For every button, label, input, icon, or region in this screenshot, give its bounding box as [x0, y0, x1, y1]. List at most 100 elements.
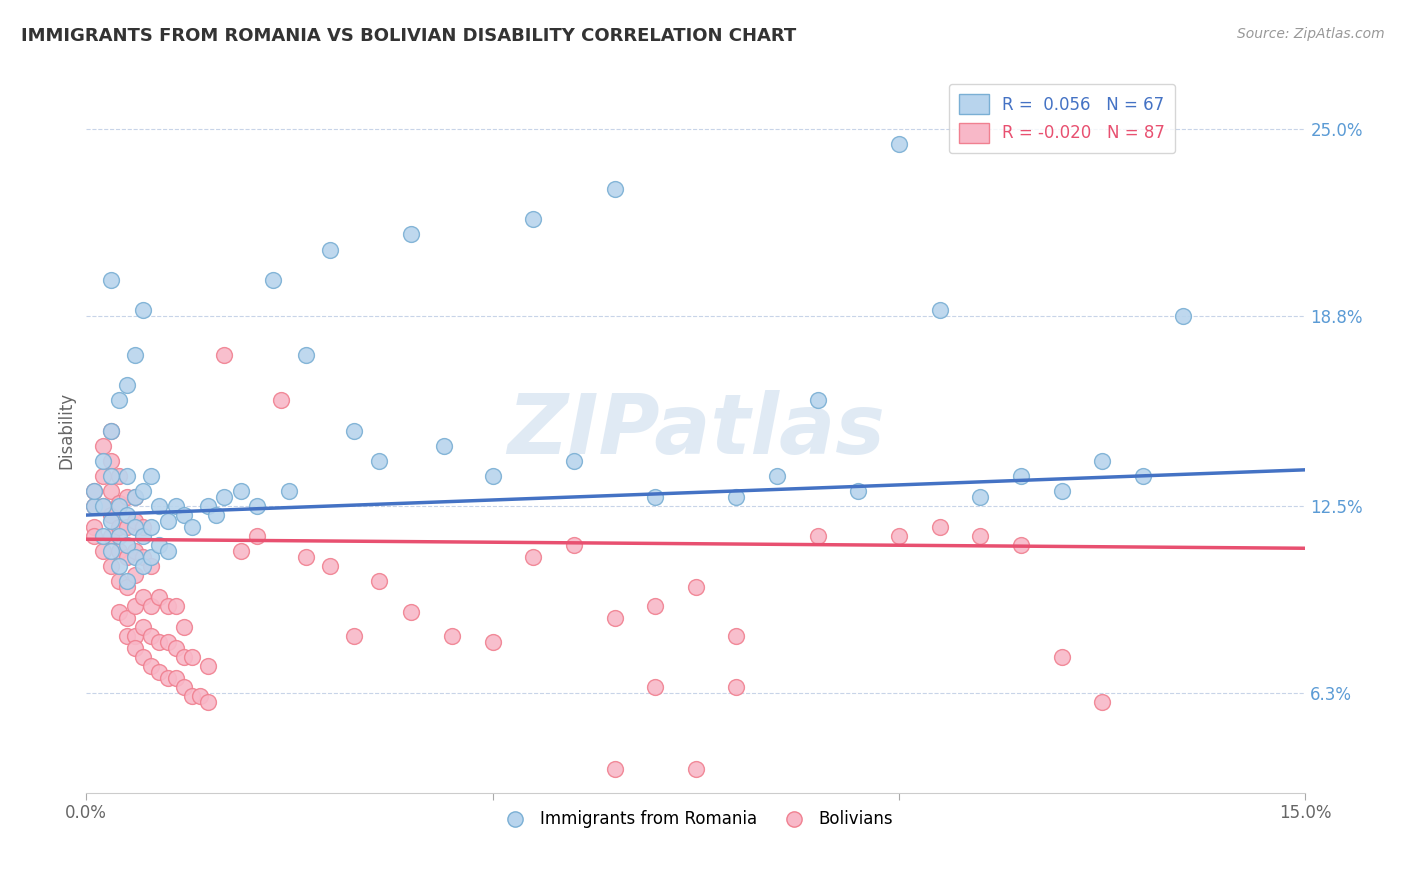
- Point: [141, 520, 163, 534]
- Point: [141, 599, 163, 613]
- Point: [562, 538, 585, 552]
- Point: [1091, 454, 1114, 468]
- Point: [725, 629, 748, 643]
- Point: [124, 520, 146, 534]
- Point: [132, 649, 155, 664]
- Point: [188, 689, 211, 703]
- Point: [481, 634, 503, 648]
- Point: [229, 483, 252, 498]
- Point: [83, 483, 105, 498]
- Point: [848, 483, 870, 498]
- Point: [440, 629, 463, 643]
- Point: [132, 483, 155, 498]
- Point: [91, 529, 114, 543]
- Point: [156, 544, 179, 558]
- Point: [132, 520, 155, 534]
- Point: [928, 520, 950, 534]
- Point: [367, 574, 389, 589]
- Point: [91, 499, 114, 513]
- Point: [115, 538, 138, 552]
- Point: [1173, 309, 1195, 323]
- Point: [124, 599, 146, 613]
- Point: [115, 581, 138, 595]
- Point: [165, 499, 187, 513]
- Point: [124, 514, 146, 528]
- Point: [969, 490, 991, 504]
- Point: [132, 302, 155, 317]
- Point: [343, 424, 366, 438]
- Point: [91, 499, 114, 513]
- Y-axis label: Disability: Disability: [58, 392, 75, 469]
- Point: [197, 659, 219, 673]
- Point: [107, 499, 129, 513]
- Point: [156, 634, 179, 648]
- Point: [107, 605, 129, 619]
- Legend: Immigrants from Romania, Bolivians: Immigrants from Romania, Bolivians: [492, 804, 900, 835]
- Point: [603, 762, 626, 776]
- Point: [1091, 695, 1114, 709]
- Point: [1132, 468, 1154, 483]
- Point: [165, 640, 187, 655]
- Point: [766, 468, 789, 483]
- Point: [91, 439, 114, 453]
- Text: IMMIGRANTS FROM ROMANIA VS BOLIVIAN DISABILITY CORRELATION CHART: IMMIGRANTS FROM ROMANIA VS BOLIVIAN DISA…: [21, 27, 796, 45]
- Point: [107, 468, 129, 483]
- Point: [262, 273, 284, 287]
- Point: [107, 529, 129, 543]
- Point: [319, 243, 342, 257]
- Point: [100, 483, 122, 498]
- Point: [91, 468, 114, 483]
- Point: [246, 499, 269, 513]
- Point: [173, 649, 195, 664]
- Point: [156, 514, 179, 528]
- Text: ZIPatlas: ZIPatlas: [508, 390, 884, 471]
- Point: [807, 393, 830, 408]
- Point: [115, 520, 138, 534]
- Point: [725, 490, 748, 504]
- Point: [148, 499, 170, 513]
- Point: [644, 680, 666, 694]
- Point: [887, 136, 910, 151]
- Point: [205, 508, 228, 522]
- Point: [115, 508, 138, 522]
- Point: [124, 640, 146, 655]
- Point: [685, 762, 707, 776]
- Point: [141, 659, 163, 673]
- Point: [270, 393, 292, 408]
- Point: [91, 454, 114, 468]
- Point: [685, 581, 707, 595]
- Point: [132, 529, 155, 543]
- Point: [100, 454, 122, 468]
- Point: [107, 574, 129, 589]
- Point: [100, 424, 122, 438]
- Point: [83, 520, 105, 534]
- Point: [246, 529, 269, 543]
- Point: [141, 550, 163, 565]
- Point: [83, 499, 105, 513]
- Point: [100, 544, 122, 558]
- Point: [107, 544, 129, 558]
- Point: [278, 483, 301, 498]
- Point: [100, 529, 122, 543]
- Point: [100, 424, 122, 438]
- Point: [115, 610, 138, 624]
- Point: [124, 568, 146, 582]
- Point: [173, 508, 195, 522]
- Point: [100, 273, 122, 287]
- Point: [100, 559, 122, 574]
- Point: [132, 559, 155, 574]
- Point: [100, 508, 122, 522]
- Point: [522, 550, 544, 565]
- Point: [83, 529, 105, 543]
- Point: [141, 629, 163, 643]
- Point: [148, 538, 170, 552]
- Text: Source: ZipAtlas.com: Source: ZipAtlas.com: [1237, 27, 1385, 41]
- Point: [214, 348, 236, 362]
- Point: [148, 590, 170, 604]
- Point: [969, 529, 991, 543]
- Point: [1010, 538, 1032, 552]
- Point: [197, 695, 219, 709]
- Point: [91, 544, 114, 558]
- Point: [83, 499, 105, 513]
- Point: [156, 599, 179, 613]
